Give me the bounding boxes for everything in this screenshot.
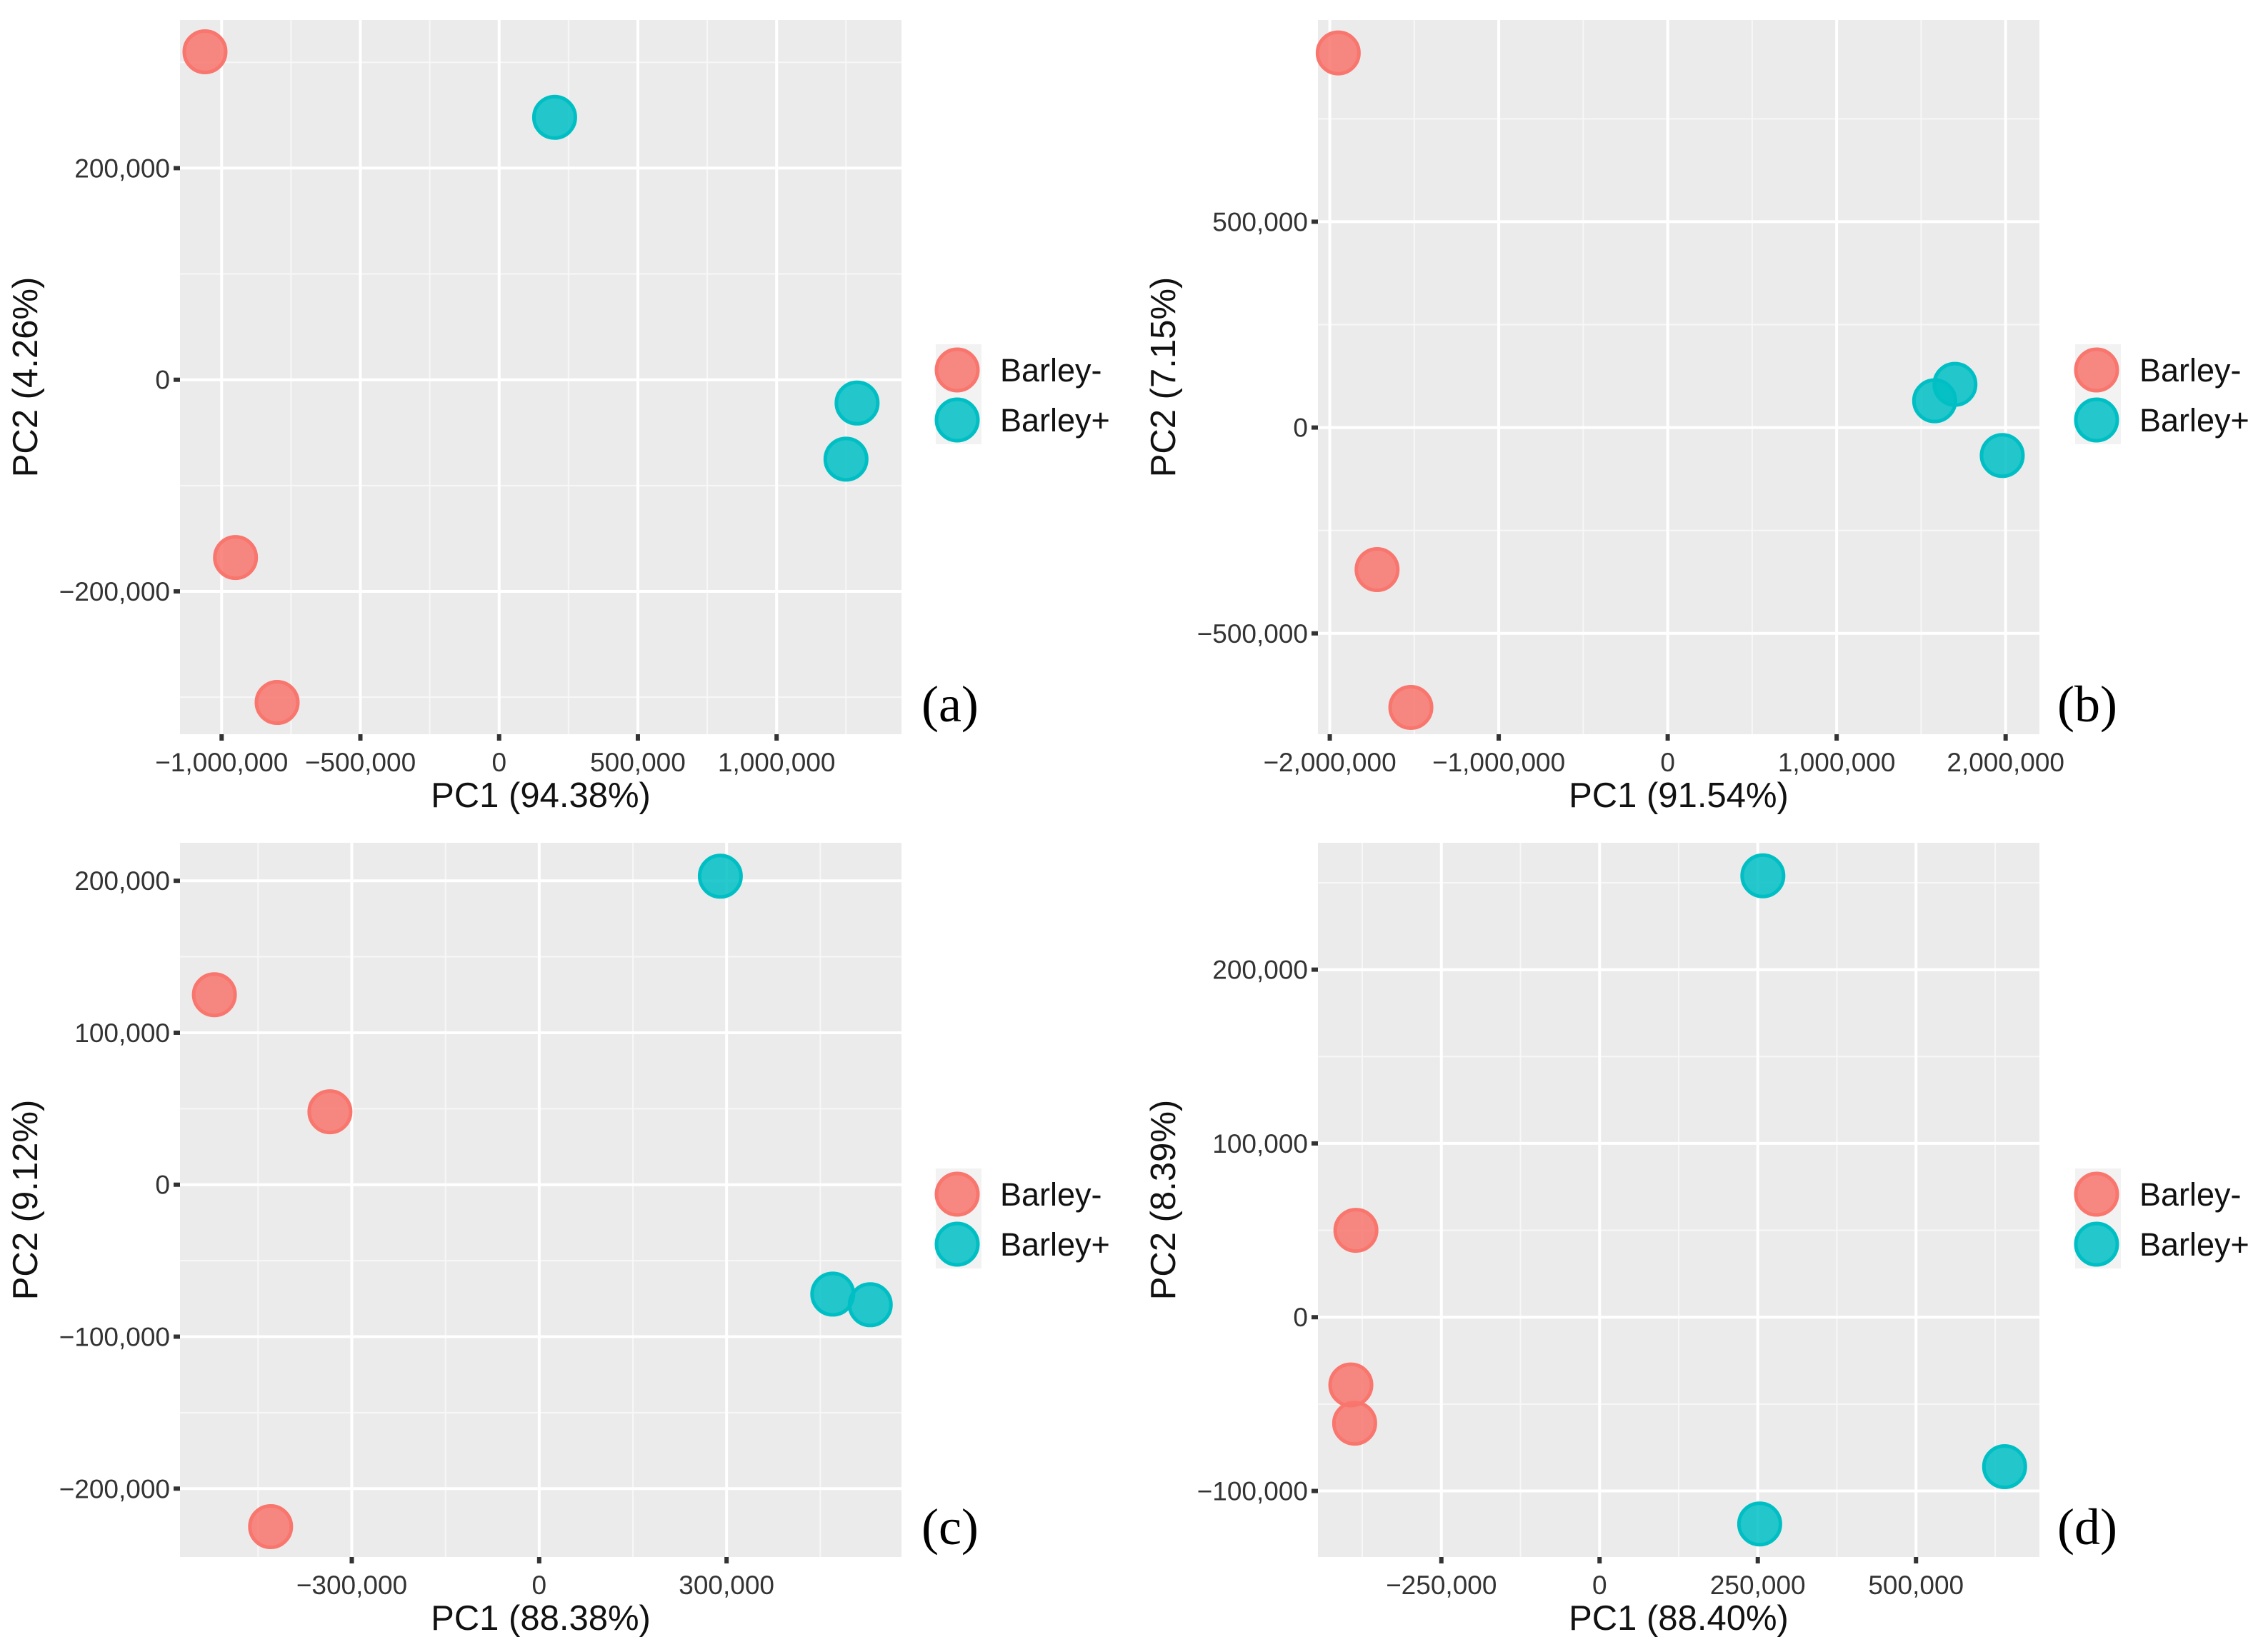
point-barley-minusplus xyxy=(810,1271,856,1317)
point-barley-minus xyxy=(254,680,300,726)
x-tick-label: −1,000,000 xyxy=(1432,748,1565,777)
point-barley-minusplus xyxy=(1912,378,1957,424)
x-tick-label: 300,000 xyxy=(679,1571,774,1600)
legend-label: Barley- xyxy=(1000,1176,1102,1213)
y-tick-label: 500,000 xyxy=(1212,207,1308,236)
x-tick-label: 0 xyxy=(1592,1571,1607,1600)
legend-label: Barley+ xyxy=(1000,1226,1110,1263)
y-tick-label: 200,000 xyxy=(1212,956,1308,985)
x-axis-title: PC1 (91.54%) xyxy=(1569,776,1789,815)
y-tick-label: 0 xyxy=(155,1171,170,1200)
point-barley-minusplus xyxy=(834,380,880,426)
x-tick-label: 500,000 xyxy=(1868,1571,1964,1600)
panel-c: −300,000 0 300,000 −200,000 −100,000 0 100,000… xyxy=(6,843,1110,1638)
point-barley-minus xyxy=(1315,30,1361,76)
x-tick-label: 0 xyxy=(491,748,506,777)
y-axis-title: PC2 (7.15%) xyxy=(1144,277,1183,478)
legend-label: Barley+ xyxy=(2139,402,2249,439)
y-tick-label: 100,000 xyxy=(74,1018,170,1048)
x-tick-label: 1,000,000 xyxy=(1778,748,1896,777)
panel-d: −250,000 0 250,000 500,000 −100,000 0 100,000 2… xyxy=(1144,843,2249,1638)
x-tick-label: 0 xyxy=(1660,748,1675,777)
legend-key xyxy=(2074,347,2119,393)
plot-background xyxy=(180,843,901,1557)
x-axis-title: PC1 (88.38%) xyxy=(431,1599,651,1638)
y-tick-label: 0 xyxy=(155,366,170,395)
legend: Barley- Barley+ xyxy=(2074,1168,2249,1268)
point-barley-minus xyxy=(1328,1362,1374,1408)
legend-key xyxy=(934,1221,980,1267)
legend-label: Barley- xyxy=(1000,352,1102,389)
panel-b: −2,000,000 −1,000,000 0 1,000,000 2,000,000 −… xyxy=(1144,20,2249,815)
panel-tag: (b) xyxy=(2057,676,2117,733)
x-tick-label: 500,000 xyxy=(590,748,686,777)
legend-label: Barley- xyxy=(2139,1176,2242,1213)
x-axis-title: PC1 (94.38%) xyxy=(431,776,651,815)
y-tick-label: 100,000 xyxy=(1212,1129,1308,1158)
point-barley-minus xyxy=(248,1503,294,1549)
point-barley-minus xyxy=(182,29,228,74)
y-tick-label: 0 xyxy=(1293,1303,1308,1332)
point-barley-minus xyxy=(1388,685,1434,731)
point-barley-minusplus xyxy=(1982,1443,2027,1489)
y-axis-title: PC2 (4.26%) xyxy=(6,277,45,478)
y-tick-label: −200,000 xyxy=(59,577,170,606)
point-barley-minusplus xyxy=(847,1282,893,1328)
point-barley-minus xyxy=(1332,1401,1377,1446)
point-barley-minus xyxy=(1333,1208,1379,1253)
y-tick-label: −500,000 xyxy=(1197,619,1308,649)
legend-key xyxy=(2074,397,2119,443)
x-tick-label: 2,000,000 xyxy=(1947,748,2064,777)
point-barley-minusplus xyxy=(531,94,577,140)
legend-label: Barley+ xyxy=(2139,1226,2249,1263)
point-barley-minusplus xyxy=(697,853,743,899)
point-barley-minus xyxy=(191,972,237,1018)
point-barley-minusplus xyxy=(1737,1501,1782,1547)
legend: Barley- Barley+ xyxy=(934,344,1110,444)
legend-key xyxy=(2074,1221,2119,1267)
panel-tag: (c) xyxy=(921,1498,979,1556)
panel-tag: (a) xyxy=(921,676,979,733)
legend: Barley- Barley+ xyxy=(2074,344,2249,444)
legend-label: Barley- xyxy=(2139,352,2242,389)
x-tick-label: −300,000 xyxy=(296,1571,407,1600)
plot-background xyxy=(1318,20,2039,734)
legend: Barley- Barley+ xyxy=(934,1168,1110,1268)
point-barley-minus xyxy=(1354,546,1400,592)
plot-background xyxy=(180,20,901,734)
y-axis-title: PC2 (9.12%) xyxy=(6,1100,45,1301)
x-tick-label: −250,000 xyxy=(1386,1571,1497,1600)
x-tick-label: 1,000,000 xyxy=(718,748,836,777)
y-tick-label: 200,000 xyxy=(74,154,170,183)
x-tick-label: −500,000 xyxy=(305,748,416,777)
legend-key xyxy=(934,397,980,443)
legend-key xyxy=(934,1171,980,1217)
y-tick-label: −100,000 xyxy=(1197,1477,1308,1506)
y-tick-label: −200,000 xyxy=(59,1474,170,1503)
point-barley-minus xyxy=(307,1089,353,1135)
panel-a: −1,000,000 −500,000 0 500,000 1,000,000 −200,… xyxy=(6,20,1110,815)
x-tick-label: 0 xyxy=(532,1571,547,1600)
y-axis-title: PC2 (8.39%) xyxy=(1144,1100,1183,1301)
x-tick-label: 250,000 xyxy=(1710,1571,1806,1600)
x-tick-label: −2,000,000 xyxy=(1263,748,1396,777)
y-tick-label: −100,000 xyxy=(59,1322,170,1351)
point-barley-minusplus xyxy=(823,436,869,482)
y-tick-label: 0 xyxy=(1293,414,1308,443)
point-barley-minus xyxy=(213,535,259,581)
panel-tag: (d) xyxy=(2057,1498,2117,1556)
legend-key xyxy=(934,347,980,393)
x-tick-label: −1,000,000 xyxy=(155,748,288,777)
x-axis-title: PC1 (88.40%) xyxy=(1569,1599,1789,1638)
legend-label: Barley+ xyxy=(1000,402,1110,439)
y-tick-label: 200,000 xyxy=(74,866,170,896)
point-barley-minusplus xyxy=(1979,433,2025,479)
legend-key xyxy=(2074,1171,2119,1217)
point-barley-minusplus xyxy=(1740,853,1786,898)
